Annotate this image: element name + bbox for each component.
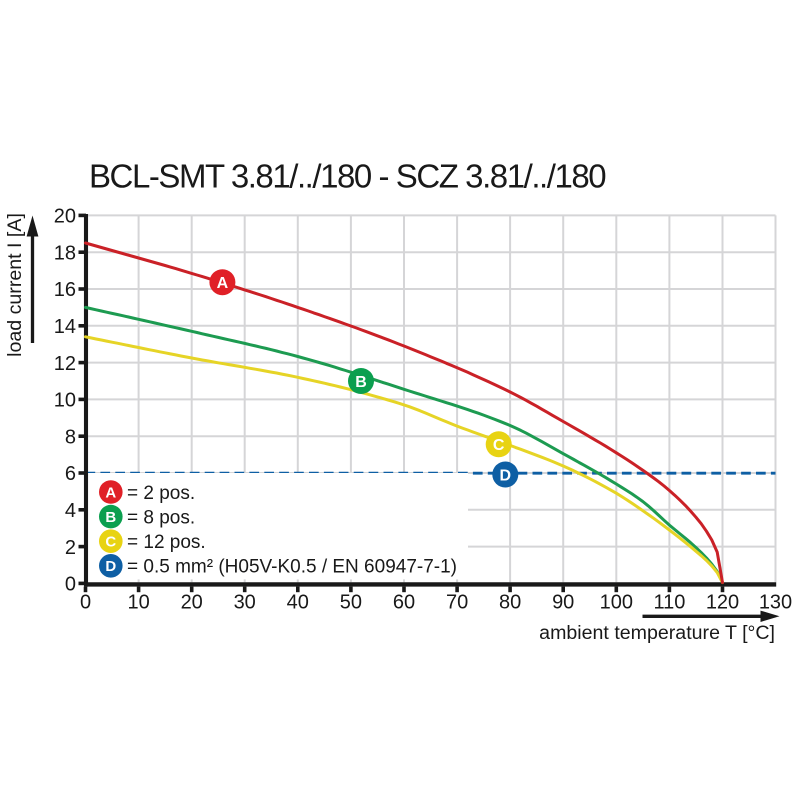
svg-text:10: 10 <box>54 390 76 412</box>
svg-text:A: A <box>105 484 116 501</box>
svg-text:= 8 pos.: = 8 pos. <box>127 508 195 529</box>
svg-text:C: C <box>105 534 116 551</box>
svg-text:100: 100 <box>600 592 633 614</box>
svg-text:A: A <box>217 275 229 292</box>
svg-text:110: 110 <box>653 592 685 614</box>
svg-text:60: 60 <box>393 592 415 614</box>
svg-text:D: D <box>500 467 512 484</box>
svg-text:20: 20 <box>54 206 76 228</box>
svg-text:18: 18 <box>54 242 76 264</box>
svg-text:0: 0 <box>65 574 76 596</box>
svg-text:load current I [A]: load current I [A] <box>4 213 26 357</box>
svg-text:14: 14 <box>54 316 76 338</box>
svg-text:90: 90 <box>552 592 574 614</box>
svg-text:D: D <box>105 558 116 575</box>
svg-text:= 12 pos.: = 12 pos. <box>127 532 206 553</box>
svg-text:B: B <box>105 509 116 526</box>
svg-text:40: 40 <box>287 592 309 614</box>
svg-text:8: 8 <box>65 426 76 448</box>
svg-text:B: B <box>355 374 367 391</box>
svg-text:20: 20 <box>181 592 203 614</box>
svg-text:ambient temperature T [°C]: ambient temperature T [°C] <box>539 622 775 644</box>
svg-text:= 2 pos.: = 2 pos. <box>127 483 195 504</box>
svg-text:= 0.5 mm² (H05V-K0.5 / EN 6094: = 0.5 mm² (H05V-K0.5 / EN 60947-7-1) <box>127 557 457 578</box>
svg-text:130: 130 <box>759 592 792 614</box>
svg-text:12: 12 <box>54 353 76 375</box>
svg-text:4: 4 <box>65 500 76 522</box>
svg-text:80: 80 <box>499 592 521 614</box>
svg-text:2: 2 <box>65 537 76 559</box>
svg-text:16: 16 <box>54 279 76 301</box>
svg-text:50: 50 <box>340 592 362 614</box>
svg-text:0: 0 <box>80 592 91 614</box>
svg-text:30: 30 <box>234 592 256 614</box>
svg-text:120: 120 <box>706 592 739 614</box>
svg-text:70: 70 <box>446 592 468 614</box>
svg-text:6: 6 <box>65 463 76 485</box>
svg-text:10: 10 <box>127 592 149 614</box>
svg-text:C: C <box>493 437 505 454</box>
svg-text:BCL-SMT 3.81/../180 - SCZ 3.81: BCL-SMT 3.81/../180 - SCZ 3.81/../180 <box>89 158 606 195</box>
